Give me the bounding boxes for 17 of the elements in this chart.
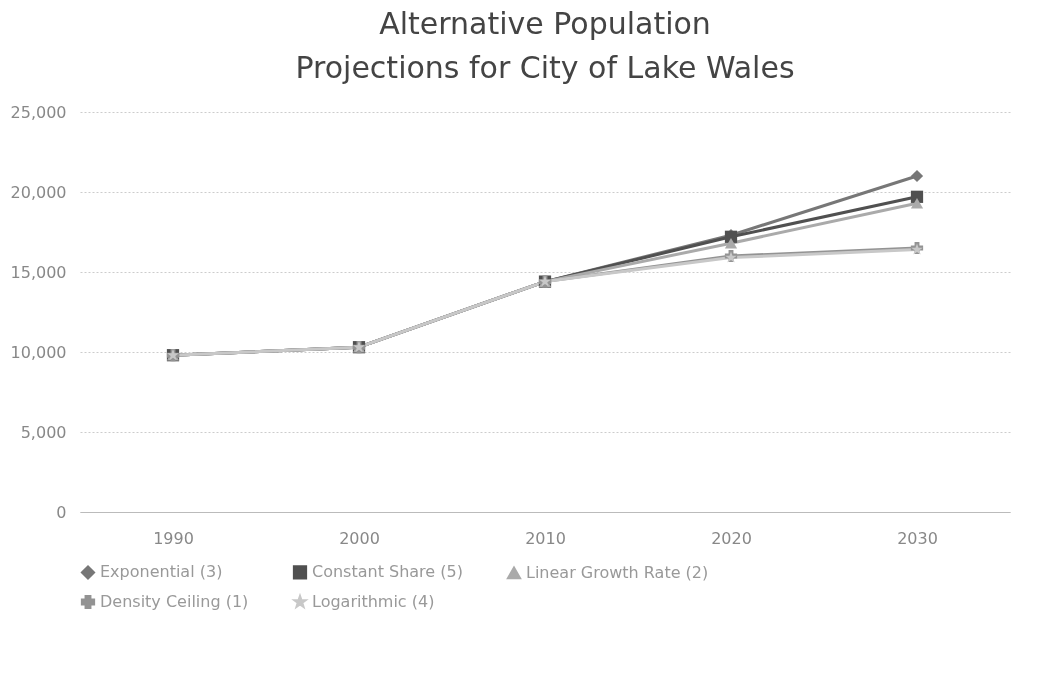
legend-label: Constant Share (5) [312,562,463,582]
x-tick-label: 2010 [525,528,566,548]
y-tick-label: 15,000 [10,262,67,282]
x-tick-label: 2030 [897,528,938,548]
legend-label: Linear Growth Rate (2) [526,562,709,582]
x-tick-label: 1990 [153,528,194,548]
x-tick-label: 2020 [711,528,752,548]
y-tick-label: 25,000 [10,102,67,122]
y-tick-label: 0 [56,502,67,522]
legend-label: Density Ceiling (1) [100,592,249,611]
x-tick-label: 2000 [339,528,380,548]
y-tick-label: 10,000 [10,342,67,362]
legend-label: Logarithmic (4) [312,592,435,611]
y-tick-label: 20,000 [10,182,67,202]
y-tick-label: 5,000 [20,422,67,442]
chart-title: Alternative Population Projections for City of Lake Wales [295,6,795,85]
legend-label: Exponential (3) [100,562,223,582]
